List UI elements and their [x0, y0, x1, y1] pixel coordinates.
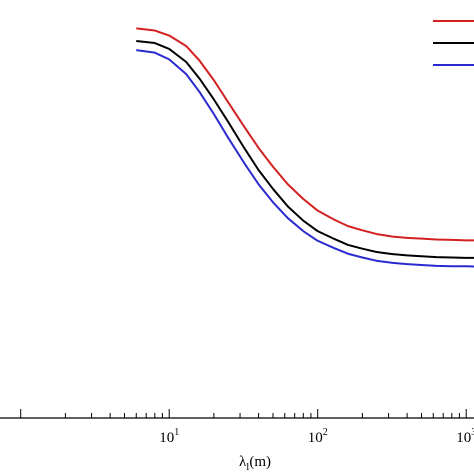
- series-layer: [136, 27, 474, 268]
- x-tick-label-base: 10: [456, 430, 471, 446]
- x-tick-label-exponent: 1: [174, 427, 179, 438]
- x-tick-label-base: 10: [159, 430, 174, 446]
- x-axis-label-unit: (m): [249, 454, 271, 470]
- x-axis-label: λl(m): [239, 454, 271, 473]
- x-tick-label: 102: [308, 427, 328, 446]
- series-line-3: [136, 49, 474, 268]
- legend: [433, 20, 474, 66]
- x-tick-label: 101: [159, 427, 179, 446]
- x-axis-label-symbol: λ: [239, 454, 247, 470]
- x-tick-label-exponent: 3: [471, 427, 474, 438]
- series-line-2: [136, 39, 474, 259]
- x-axis-label-subscript: l: [246, 461, 249, 473]
- x-tick-label-base: 10: [308, 430, 323, 446]
- x-tick-label: 103: [456, 427, 474, 446]
- x-tick-label-exponent: 2: [323, 427, 328, 438]
- series-line-1: [136, 27, 474, 242]
- x-ticks: 1011021031: [20, 409, 474, 446]
